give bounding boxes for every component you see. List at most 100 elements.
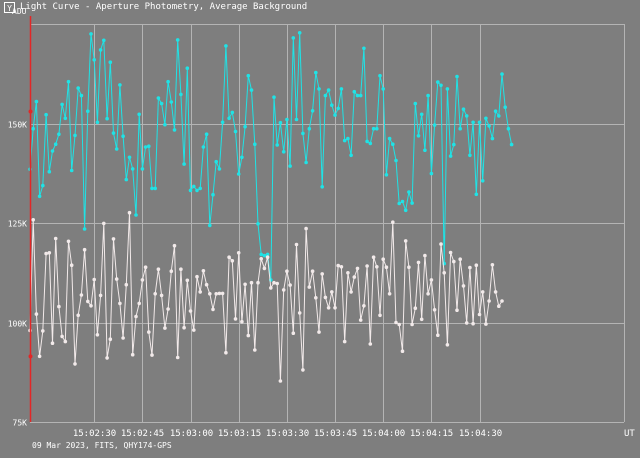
data-point-series-1 bbox=[320, 185, 325, 189]
data-point-series-2 bbox=[147, 330, 151, 334]
data-point-series-1 bbox=[166, 79, 170, 84]
data-point-series-2 bbox=[256, 280, 260, 285]
data-point-series-2 bbox=[214, 292, 218, 296]
data-point-series-1 bbox=[474, 192, 479, 197]
data-point-series-2 bbox=[163, 326, 167, 330]
data-point-series-2 bbox=[175, 355, 180, 360]
window-title: Light Curve - Aperture Photometry, Avera… bbox=[20, 2, 308, 12]
data-point-series-2 bbox=[134, 314, 138, 319]
app-icon[interactable]: Y bbox=[4, 2, 15, 13]
data-point-series-2 bbox=[397, 322, 402, 327]
data-point-series-1 bbox=[314, 70, 318, 75]
data-point-series-2 bbox=[208, 292, 212, 296]
series-line-2 bbox=[29, 212, 503, 382]
data-point-series-1 bbox=[227, 116, 231, 121]
x-tick-label: 15:02:45 bbox=[121, 429, 164, 439]
data-point-series-2 bbox=[156, 267, 161, 272]
data-point-series-2 bbox=[86, 299, 90, 304]
data-point-series-1 bbox=[423, 148, 427, 152]
y-tick-label: 75K bbox=[13, 419, 28, 428]
data-point-series-2 bbox=[114, 277, 119, 281]
data-point-series-1 bbox=[41, 183, 45, 188]
data-point-series-1 bbox=[272, 95, 276, 99]
data-point-series-2 bbox=[50, 341, 55, 346]
x-tick-label: 15:03:00 bbox=[170, 429, 213, 439]
data-point-series-1 bbox=[436, 80, 440, 84]
data-point-series-2 bbox=[34, 312, 39, 316]
data-point-series-2 bbox=[124, 282, 129, 287]
data-point-series-1 bbox=[188, 188, 193, 193]
data-point-series-1 bbox=[204, 132, 209, 136]
data-point-series-2 bbox=[371, 255, 376, 259]
data-point-series-2 bbox=[159, 293, 164, 298]
data-point-series-2 bbox=[445, 343, 450, 347]
data-point-series-1 bbox=[452, 142, 456, 147]
data-point-series-2 bbox=[188, 309, 193, 313]
data-point-series-1 bbox=[400, 199, 405, 204]
data-point-series-2 bbox=[355, 266, 360, 271]
data-point-series-2 bbox=[143, 265, 148, 270]
data-point-series-2 bbox=[416, 260, 421, 265]
data-point-series-1 bbox=[172, 128, 177, 132]
data-point-series-1 bbox=[381, 87, 386, 91]
data-point-series-1 bbox=[73, 133, 77, 138]
data-point-series-2 bbox=[98, 293, 103, 298]
data-point-series-2 bbox=[198, 290, 202, 294]
data-point-series-2 bbox=[269, 286, 273, 290]
data-point-series-2 bbox=[326, 306, 331, 310]
data-point-series-1 bbox=[458, 126, 463, 131]
data-point-series-2 bbox=[259, 257, 264, 261]
data-point-series-1 bbox=[471, 120, 475, 125]
data-point-series-2 bbox=[130, 352, 135, 357]
data-point-series-1 bbox=[509, 142, 514, 147]
data-point-series-2 bbox=[79, 293, 84, 297]
data-point-series-2 bbox=[323, 295, 328, 300]
title-bar: Y Light Curve - Aperture Photometry, Ave… bbox=[0, 0, 640, 16]
data-point-series-2 bbox=[89, 304, 93, 308]
data-point-series-2 bbox=[500, 299, 504, 303]
data-point-series-1 bbox=[326, 88, 331, 92]
data-point-series-1 bbox=[105, 116, 109, 121]
data-point-series-1 bbox=[31, 126, 35, 131]
data-point-series-2 bbox=[464, 321, 469, 325]
data-point-series-2 bbox=[63, 339, 68, 344]
data-point-series-1 bbox=[92, 58, 96, 62]
data-point-series-2 bbox=[365, 264, 369, 268]
data-point-series-1 bbox=[86, 109, 90, 113]
data-point-series-1 bbox=[285, 117, 289, 122]
data-point-series-1 bbox=[262, 253, 267, 258]
data-point-series-2 bbox=[330, 290, 334, 294]
data-point-series-1 bbox=[34, 99, 39, 104]
data-point-series-2 bbox=[310, 269, 315, 274]
data-point-series-1 bbox=[163, 122, 167, 127]
data-point-series-1 bbox=[429, 171, 434, 176]
data-point-series-1 bbox=[121, 134, 125, 138]
data-point-series-2 bbox=[471, 321, 475, 326]
data-point-series-1 bbox=[275, 143, 280, 147]
data-point-series-1 bbox=[468, 153, 472, 158]
data-point-series-1 bbox=[102, 38, 106, 43]
data-point-series-2 bbox=[249, 280, 254, 285]
data-point-series-1 bbox=[307, 126, 312, 131]
data-point-series-1 bbox=[60, 102, 64, 107]
data-point-series-2 bbox=[57, 304, 61, 309]
data-point-series-2 bbox=[262, 266, 267, 271]
data-point-series-2 bbox=[497, 304, 501, 309]
data-point-series-1 bbox=[95, 120, 100, 125]
data-point-series-1 bbox=[150, 186, 154, 191]
y-axis-label: ADU bbox=[12, 7, 27, 16]
data-point-series-1 bbox=[391, 142, 395, 146]
data-point-series-2 bbox=[394, 320, 398, 325]
data-point-series-1 bbox=[137, 112, 141, 117]
cursor-marker bbox=[28, 354, 33, 359]
data-point-series-1 bbox=[362, 46, 366, 51]
data-point-series-2 bbox=[265, 255, 270, 259]
data-point-series-1 bbox=[317, 87, 321, 91]
data-point-series-1 bbox=[333, 113, 337, 117]
data-point-series-2 bbox=[185, 278, 190, 283]
data-point-series-2 bbox=[66, 239, 71, 244]
data-point-series-1 bbox=[439, 83, 443, 88]
data-point-series-2 bbox=[455, 308, 459, 313]
data-point-series-1 bbox=[111, 131, 116, 135]
